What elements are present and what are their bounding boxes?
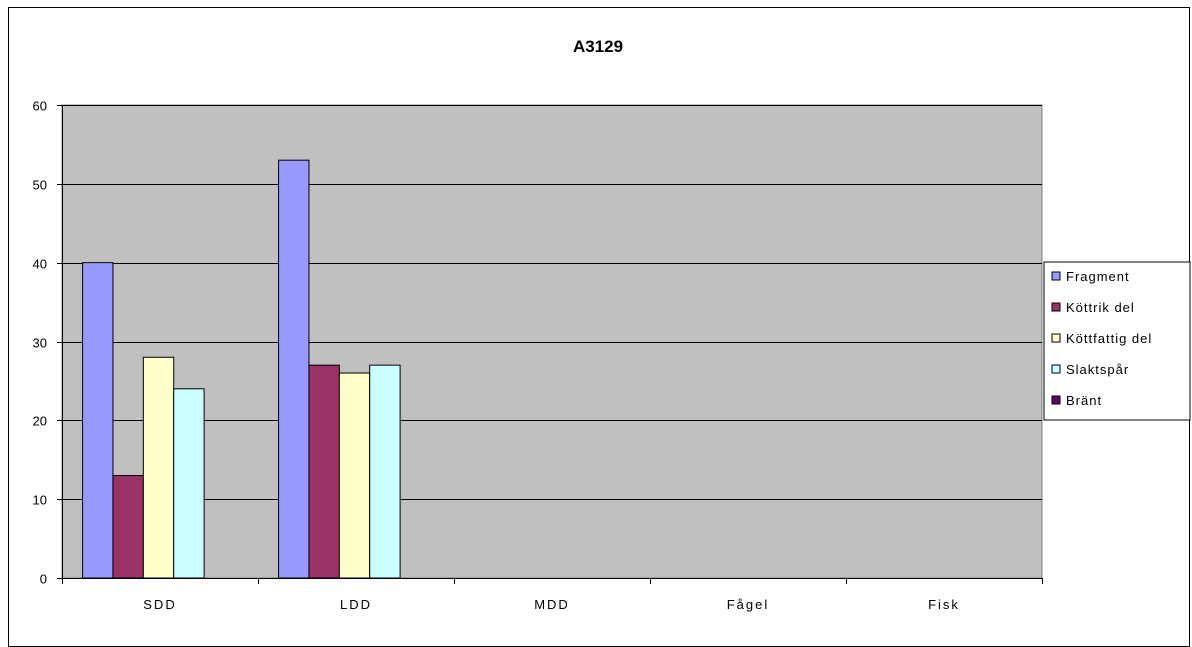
y-tick-label: 20 — [33, 414, 47, 429]
bar — [369, 364, 401, 579]
legend-swatch — [1051, 302, 1061, 312]
bar — [173, 388, 205, 579]
chart-title: A3129 — [573, 37, 623, 56]
x-tick-label: SDD — [143, 597, 176, 612]
legend-swatch — [1051, 271, 1061, 281]
legend-label: Slaktspår — [1066, 362, 1129, 377]
bars — [82, 159, 401, 579]
plot-area — [61, 104, 1043, 579]
y-tick-label: 60 — [33, 99, 47, 114]
x-tick-label: MDD — [534, 597, 570, 612]
bar — [338, 372, 371, 579]
y-tick-label: 0 — [40, 572, 47, 587]
bar — [308, 364, 340, 579]
y-tick-label: 10 — [33, 493, 47, 508]
legend-label: Köttfattig del — [1066, 331, 1152, 346]
y-tick-label: 50 — [33, 178, 47, 193]
bar — [112, 475, 144, 579]
legend-box — [1043, 261, 1191, 421]
bar — [82, 262, 114, 579]
legend: Fragment Köttrik del Köttfattig del Slaktsp… — [1043, 261, 1191, 421]
gridlines — [62, 105, 1042, 500]
legend-label: Fragment — [1066, 269, 1130, 284]
legend-swatch — [1051, 395, 1061, 405]
x-tick-label: LDD — [340, 597, 372, 612]
legend-swatch — [1051, 364, 1061, 374]
x-tick-label: Fisk — [928, 597, 960, 612]
bar — [142, 356, 175, 579]
legend-swatch — [1051, 333, 1061, 343]
legend-label: Bränt — [1066, 393, 1102, 408]
y-tick-label: 40 — [33, 257, 47, 272]
axes: 0 10 20 30 40 50 60 SDD LDD MDD Fågel Fisk — [33, 99, 1043, 612]
y-tick-label: 30 — [33, 336, 47, 351]
legend-label: Köttrik del — [1066, 300, 1135, 315]
x-tick-label: Fågel — [727, 597, 770, 612]
bar — [278, 159, 310, 579]
